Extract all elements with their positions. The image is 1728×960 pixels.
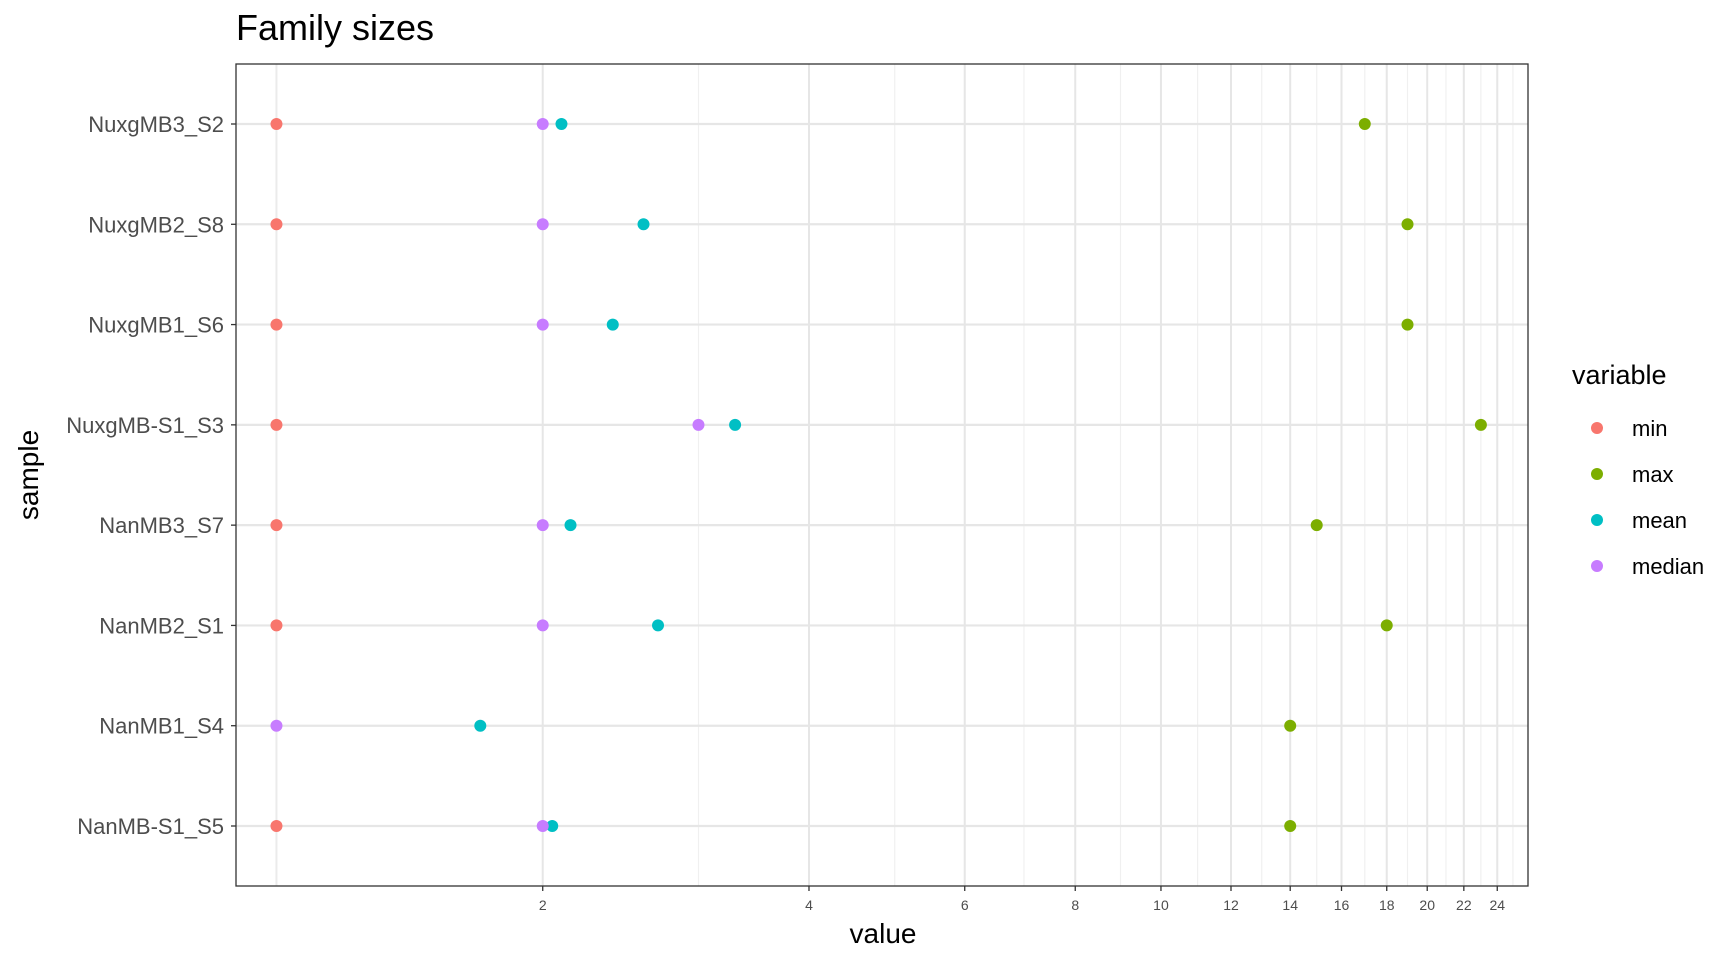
point-mean bbox=[637, 218, 650, 231]
x-tick-label: 14 bbox=[1282, 897, 1298, 913]
x-tick-label: 12 bbox=[1223, 897, 1239, 913]
point-min bbox=[270, 218, 283, 231]
point-median bbox=[536, 619, 549, 632]
point-max bbox=[1284, 719, 1297, 732]
legend: variable min max mean median bbox=[1572, 360, 1704, 579]
y-tick-label: NanMB3_S7 bbox=[99, 513, 224, 538]
point-mean bbox=[564, 519, 577, 532]
point-min bbox=[270, 318, 283, 331]
y-axis: NuxgMB3_S2 NuxgMB2_S8 NuxgMB1_S6 NuxgMB-S1_… bbox=[66, 112, 236, 839]
x-tick-label: 8 bbox=[1071, 897, 1079, 913]
y-axis-title: sample bbox=[13, 430, 44, 520]
point-mean bbox=[546, 820, 559, 832]
y-tick-label: NuxgMB2_S8 bbox=[88, 212, 224, 237]
x-tick-label: 18 bbox=[1379, 897, 1395, 913]
point-max bbox=[1380, 619, 1393, 632]
point-median bbox=[536, 218, 549, 231]
legend-key-median bbox=[1591, 560, 1603, 572]
point-mean bbox=[652, 619, 665, 632]
point-min bbox=[270, 820, 283, 832]
y-tick-label: NuxgMB1_S6 bbox=[88, 313, 224, 338]
legend-key-max bbox=[1591, 468, 1603, 480]
x-axis-title: value bbox=[850, 918, 917, 949]
point-median bbox=[692, 418, 705, 431]
y-tick-label: NanMB2_S1 bbox=[99, 613, 224, 638]
y-tick-label: NuxgMB3_S2 bbox=[88, 112, 224, 137]
legend-label-min: min bbox=[1632, 416, 1667, 441]
point-max bbox=[1474, 418, 1487, 431]
legend-key-min bbox=[1591, 422, 1603, 434]
x-axis: 2 4 6 8 10 12 14 16 18 20 22 24 bbox=[539, 886, 1505, 913]
x-tick-label: 10 bbox=[1153, 897, 1169, 913]
point-min bbox=[270, 519, 283, 532]
point-median bbox=[536, 519, 549, 532]
x-tick-label: 16 bbox=[1334, 897, 1350, 913]
chart-title: Family sizes bbox=[236, 7, 434, 48]
x-tick-label: 2 bbox=[539, 897, 547, 913]
plot-panel bbox=[235, 63, 1529, 887]
legend-label-mean: mean bbox=[1632, 508, 1687, 533]
point-mean bbox=[606, 318, 619, 331]
point-max bbox=[1401, 318, 1414, 331]
x-tick-label: 24 bbox=[1489, 897, 1505, 913]
legend-title: variable bbox=[1572, 360, 1667, 390]
y-tick-label: NanMB1_S4 bbox=[99, 714, 224, 739]
point-min bbox=[270, 418, 283, 431]
y-tick-label: NuxgMB-S1_S3 bbox=[66, 413, 224, 438]
x-tick-label: 20 bbox=[1419, 897, 1435, 913]
minor-gridlines bbox=[697, 64, 1514, 886]
point-min bbox=[270, 118, 283, 130]
data-points bbox=[270, 118, 1487, 832]
point-mean bbox=[555, 118, 568, 130]
point-mean bbox=[729, 418, 742, 431]
point-median bbox=[270, 719, 283, 732]
legend-label-median: median bbox=[1632, 554, 1704, 579]
point-median bbox=[536, 820, 549, 832]
point-max bbox=[1310, 519, 1323, 532]
point-max bbox=[1284, 820, 1297, 832]
legend-key-mean bbox=[1591, 514, 1603, 526]
x-tick-label: 4 bbox=[805, 897, 813, 913]
legend-label-max: max bbox=[1632, 462, 1674, 487]
point-mean bbox=[474, 719, 487, 732]
point-max bbox=[1401, 218, 1414, 231]
x-tick-label: 22 bbox=[1456, 897, 1472, 913]
major-gridlines bbox=[236, 64, 1528, 886]
x-tick-label: 6 bbox=[961, 897, 969, 913]
point-min bbox=[270, 619, 283, 632]
point-max bbox=[1358, 118, 1371, 130]
point-median bbox=[536, 318, 549, 331]
y-tick-label: NanMB-S1_S5 bbox=[77, 814, 224, 839]
point-median bbox=[536, 118, 549, 130]
